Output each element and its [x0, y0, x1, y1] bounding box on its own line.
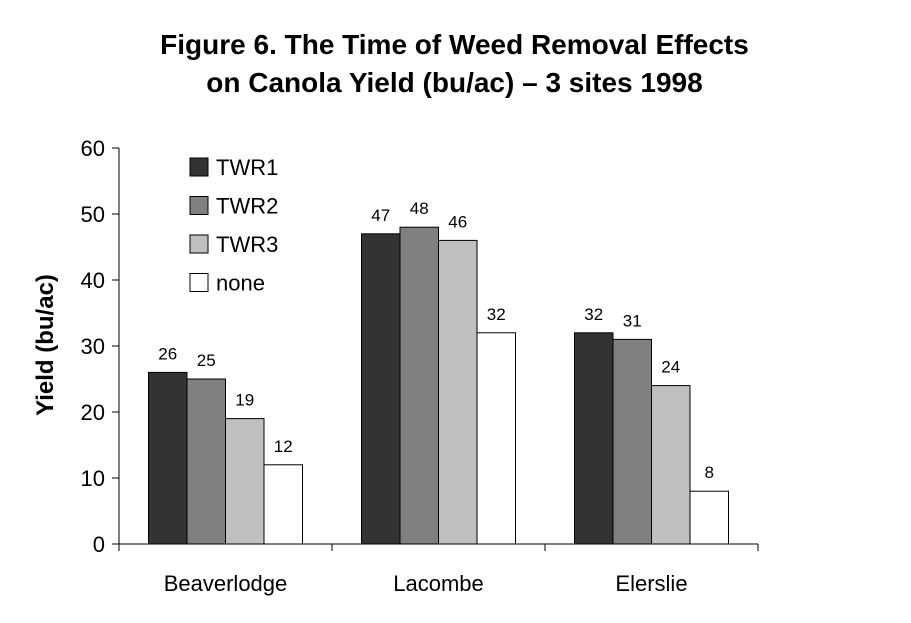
bar-twr3-beaverlodge — [225, 418, 265, 545]
data-label: 46 — [448, 212, 467, 231]
legend-swatch-twr3 — [189, 234, 209, 254]
data-labels: 26 25 19 12 47 48 46 32 32 31 24 8 — [158, 199, 714, 482]
data-label: 8 — [705, 463, 714, 482]
bars — [148, 226, 729, 545]
data-label: 26 — [158, 344, 177, 363]
legend-label-twr1: TWR1 — [216, 155, 278, 180]
chart-title-line-1: Figure 6. The Time of Weed Removal Effec… — [160, 29, 749, 60]
data-label: 31 — [623, 311, 642, 330]
y-axis-title: Yield (bu/ac) — [32, 274, 59, 416]
y-tick-label: 60 — [81, 136, 105, 161]
legend-swatch-twr1 — [189, 157, 209, 177]
bar-twr2-beaverlodge — [186, 378, 226, 545]
data-label: 19 — [235, 391, 254, 410]
y-tick-label: 40 — [81, 268, 105, 293]
data-label: 48 — [410, 199, 429, 218]
y-tick-label: 20 — [81, 400, 105, 425]
legend-label-twr3: TWR3 — [216, 232, 278, 257]
bar-none-beaverlodge — [263, 464, 303, 545]
x-tick-label: Beaverlodge — [164, 571, 288, 596]
bar-twr3-elerslie — [651, 385, 691, 545]
bar-twr1-elerslie — [574, 332, 614, 545]
bar-none-elerslie — [689, 490, 729, 545]
data-label: 24 — [661, 358, 680, 377]
data-label: 32 — [487, 305, 506, 324]
y-tick-label: 0 — [93, 532, 105, 557]
bar-twr3-lacombe — [438, 239, 478, 545]
bar-twr2-lacombe — [399, 226, 439, 545]
legend-label-none: none — [216, 271, 265, 296]
y-axis: 0 10 20 30 40 50 60 — [81, 136, 120, 557]
x-axis: Beaverlodge Lacombe Elerslie — [118, 543, 759, 596]
data-label: 12 — [274, 437, 293, 456]
y-tick-label: 30 — [81, 334, 105, 359]
bar-twr1-lacombe — [361, 233, 401, 545]
y-tick-label: 10 — [81, 466, 105, 491]
legend: TWR1 TWR2 TWR3 none — [189, 155, 278, 296]
bar-none-lacombe — [476, 332, 516, 545]
chart-title: Figure 6. The Time of Weed Removal Effec… — [0, 26, 911, 102]
bar-twr2-elerslie — [612, 338, 652, 545]
legend-swatch-none — [189, 273, 209, 292]
chart-title-line-2: on Canola Yield (bu/ac) – 3 sites 1998 — [206, 67, 703, 98]
legend-label-twr2: TWR2 — [216, 194, 278, 219]
data-label: 25 — [197, 351, 216, 370]
data-label: 32 — [584, 305, 603, 324]
y-tick-label: 50 — [81, 202, 105, 227]
bar-twr1-beaverlodge — [148, 371, 188, 545]
x-tick-label: Lacombe — [393, 571, 484, 596]
data-label: 47 — [371, 206, 390, 225]
legend-swatch-twr2 — [189, 196, 209, 215]
x-tick-label: Elerslie — [615, 571, 687, 596]
